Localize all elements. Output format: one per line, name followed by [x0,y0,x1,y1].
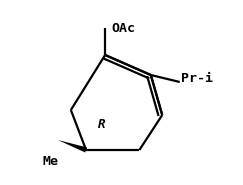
Text: Me: Me [43,155,59,168]
Polygon shape [58,140,87,152]
Text: R: R [97,118,105,131]
Text: OAc: OAc [111,22,135,35]
Text: Pr-i: Pr-i [181,72,213,85]
